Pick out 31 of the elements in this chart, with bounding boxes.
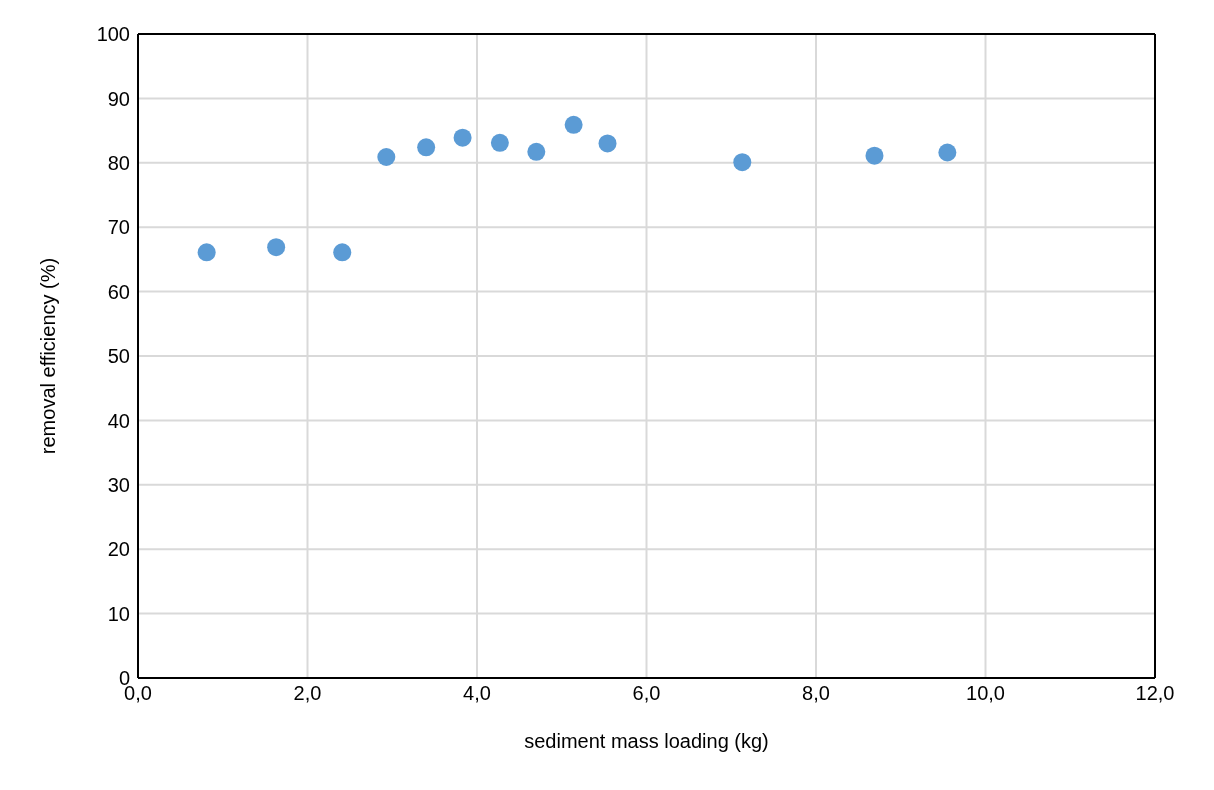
point <box>938 143 957 162</box>
point <box>564 115 583 134</box>
y-tick-label: 20 <box>107 538 130 561</box>
point <box>267 238 286 257</box>
y-tick-label: 100 <box>96 23 130 46</box>
y-tick-label: 50 <box>107 345 130 368</box>
point <box>453 128 472 147</box>
y-tick-label: 10 <box>107 602 130 625</box>
point <box>333 243 352 262</box>
y-tick-label: 70 <box>107 216 130 239</box>
x-tick-label: 12,0 <box>1135 682 1175 705</box>
y-tick-label: 60 <box>107 280 130 303</box>
x-tick-label: 4,0 <box>463 682 491 705</box>
y-tick-label: 40 <box>107 409 130 432</box>
x-tick-label: 6,0 <box>632 682 661 705</box>
x-tick-label: 2,0 <box>293 682 322 705</box>
y-tick-label: 90 <box>107 87 130 110</box>
point <box>527 142 546 161</box>
x-tick-label: 8,0 <box>802 682 830 705</box>
y-tick-label: 80 <box>107 151 130 174</box>
x-axis-title: sediment mass loading (kg) <box>524 730 769 752</box>
point <box>598 134 617 153</box>
y-tick-label: 30 <box>107 473 130 496</box>
point <box>377 148 396 166</box>
point <box>865 146 884 165</box>
x-tick-label: 10,0 <box>966 682 1005 705</box>
point <box>733 153 752 172</box>
point <box>490 133 509 152</box>
point <box>417 138 436 157</box>
point <box>197 243 216 262</box>
y-axis-title: removal efficiency (%) <box>37 257 60 455</box>
